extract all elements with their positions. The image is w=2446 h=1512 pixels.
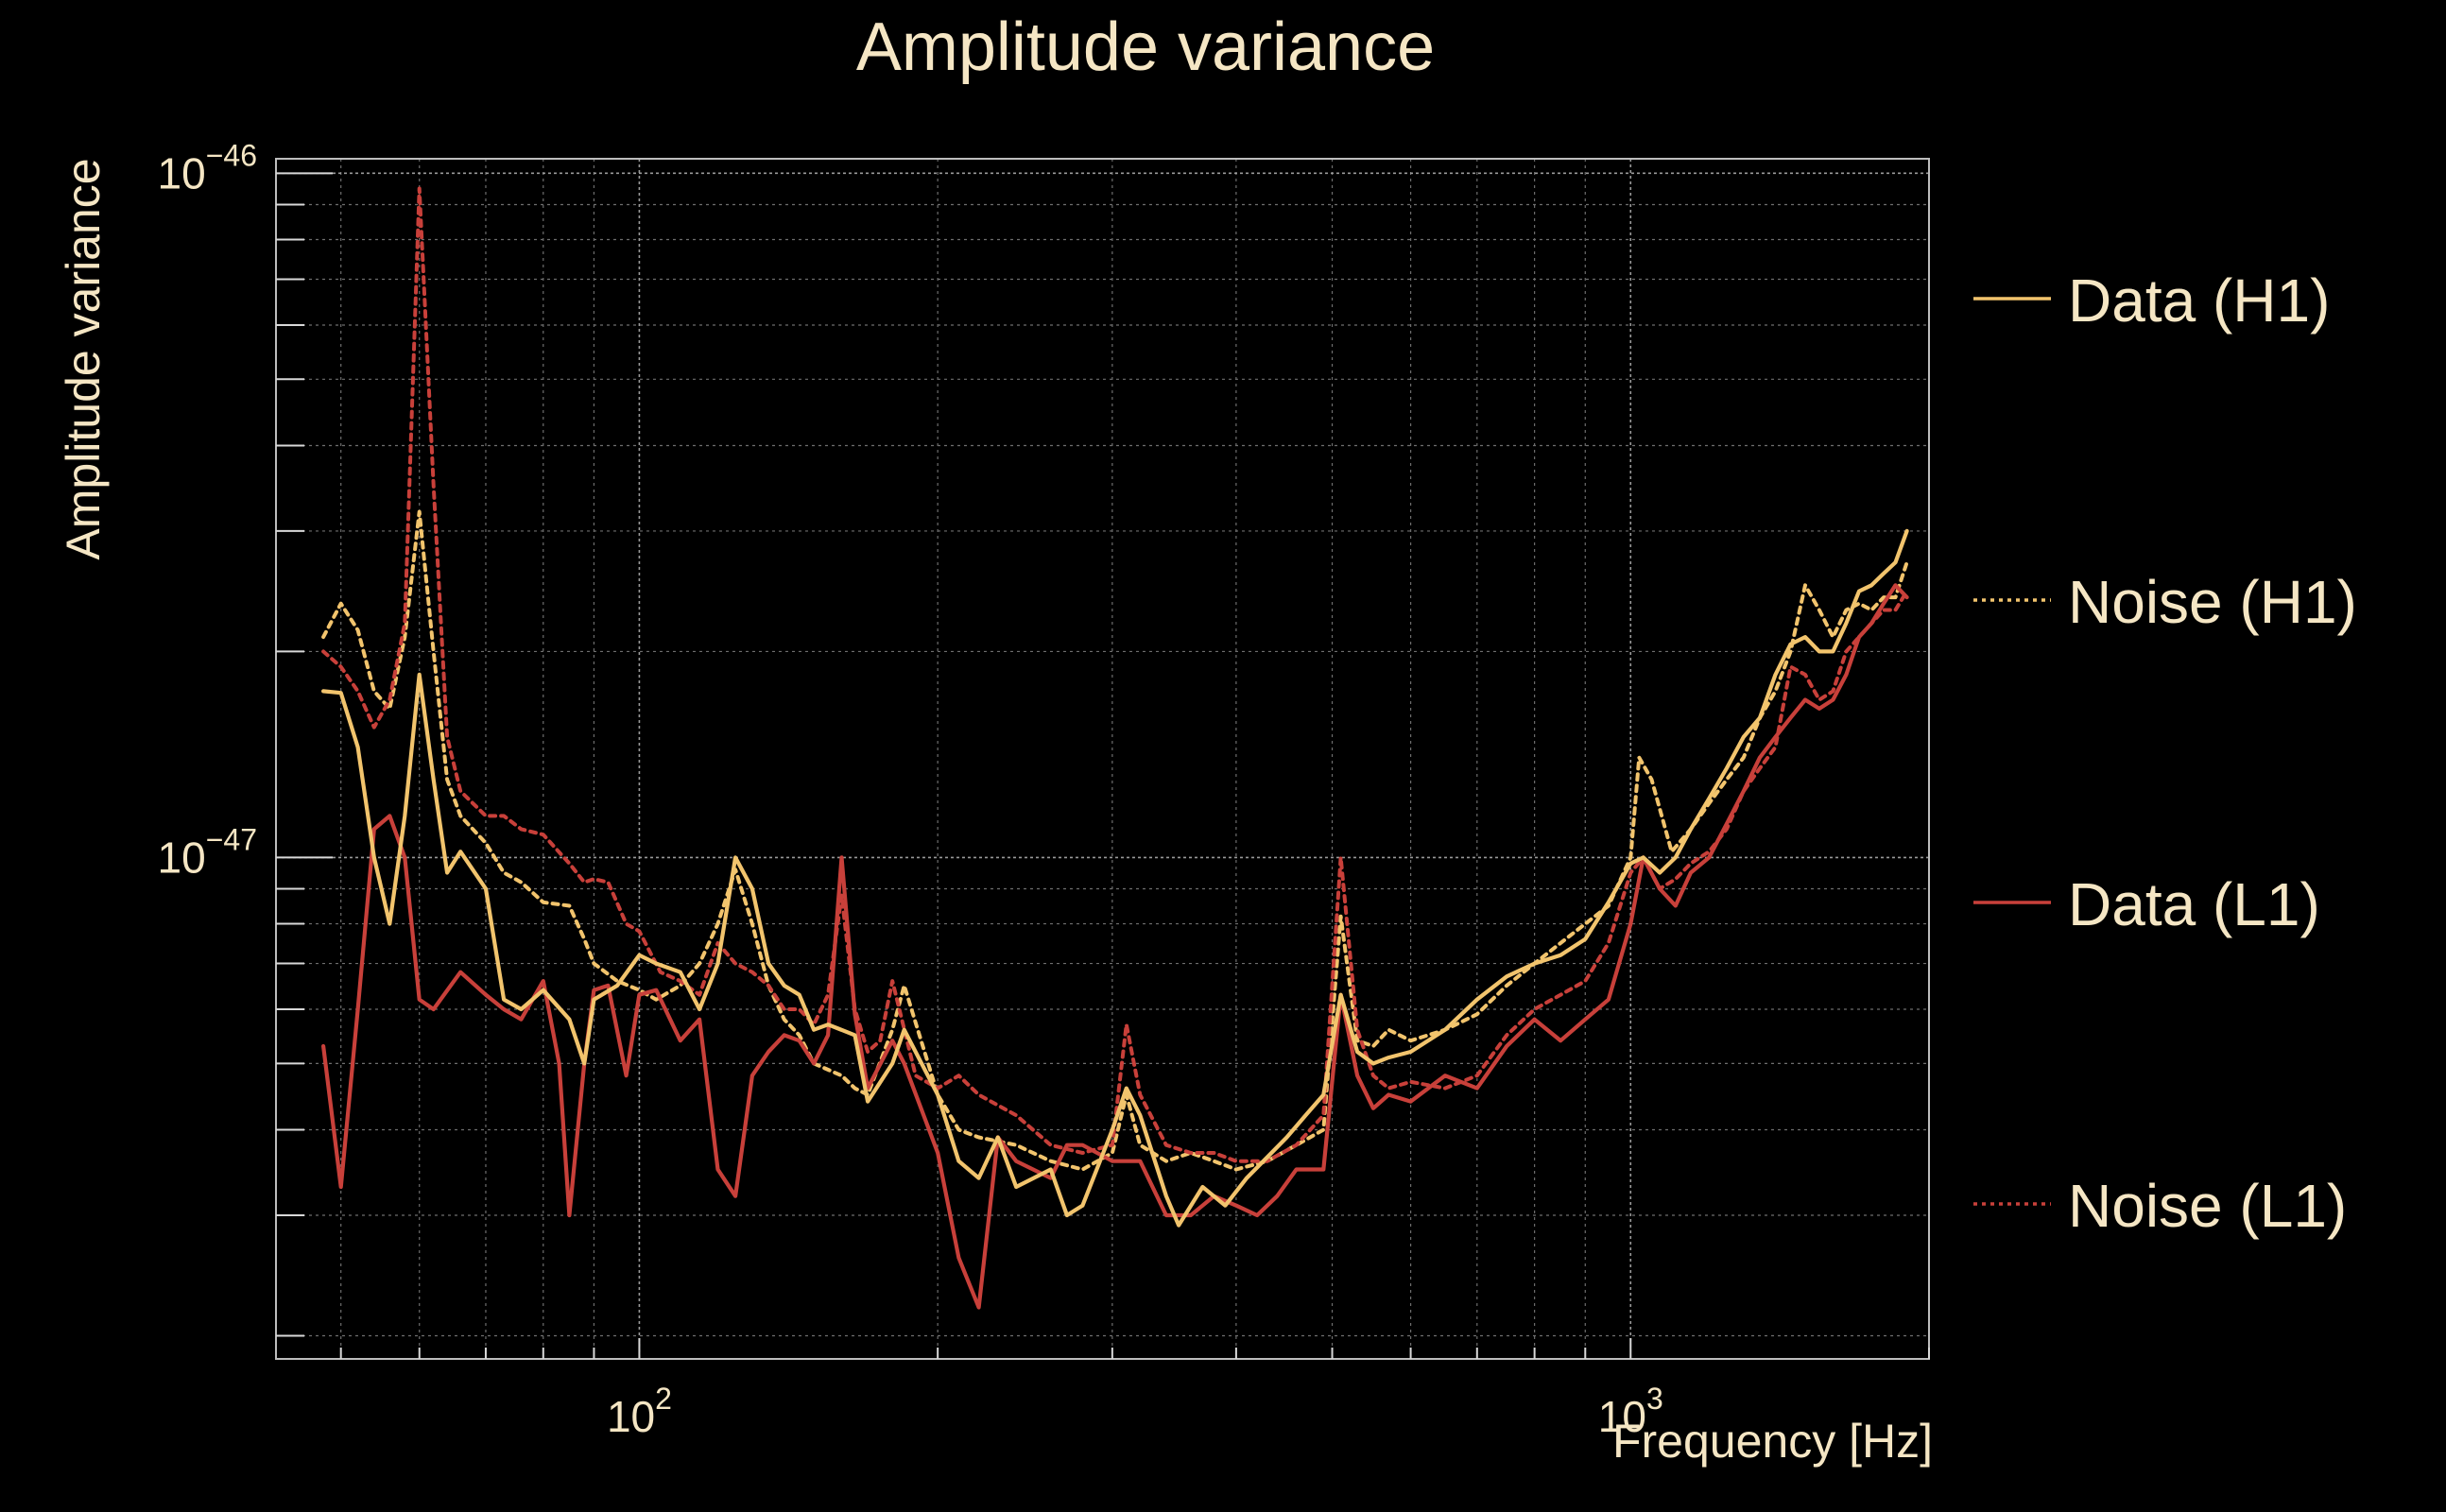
legend-label: Data (H1) — [2068, 266, 2330, 335]
grid — [276, 159, 1930, 1359]
series-line-noise-l1 — [321, 186, 1909, 1163]
y-tick-label-exponent: −46 — [206, 138, 257, 172]
x-tick-label-exponent: 2 — [655, 1382, 672, 1416]
plot-frame — [275, 158, 1930, 1360]
x-axis-label: Frequency [Hz] — [1612, 1415, 1933, 1468]
chart-title: Amplitude variance — [856, 9, 1435, 85]
y-tick-label-base: 10 — [158, 148, 206, 198]
axis-ticks — [276, 172, 1930, 1359]
series-line-data-h1 — [321, 528, 1909, 1228]
x-tick-label-base: 10 — [607, 1392, 655, 1441]
y-tick-label: 10−47 — [158, 822, 257, 882]
y-tick-label-base: 10 — [158, 833, 206, 882]
legend-item: Data (H1) — [1973, 266, 2330, 335]
x-tick-label-base: 10 — [1598, 1392, 1646, 1441]
legend-label: Noise (H1) — [2068, 568, 2357, 636]
y-axis-label: Amplitude variance — [57, 158, 110, 559]
x-tick-label: 103 — [1598, 1382, 1663, 1441]
series-line-data-l1 — [321, 583, 1909, 1310]
legend-label: Data (L1) — [2068, 870, 2320, 938]
x-tick-label: 102 — [607, 1382, 672, 1441]
legend-label: Noise (L1) — [2068, 1172, 2347, 1240]
y-tick-label: 10−46 — [158, 138, 257, 198]
series-line-noise-h1 — [321, 509, 1909, 1172]
legend-item: Data (L1) — [1973, 870, 2320, 938]
legend-item: Noise (L1) — [1973, 1172, 2347, 1240]
legend: Data (H1) Noise (H1) Data (L1) Noise (L1) — [1973, 266, 2357, 1240]
x-tick-label-exponent: 3 — [1646, 1382, 1663, 1416]
y-tick-label-exponent: −47 — [206, 822, 257, 856]
legend-item: Noise (H1) — [1973, 568, 2357, 636]
series-lines — [321, 186, 1909, 1310]
